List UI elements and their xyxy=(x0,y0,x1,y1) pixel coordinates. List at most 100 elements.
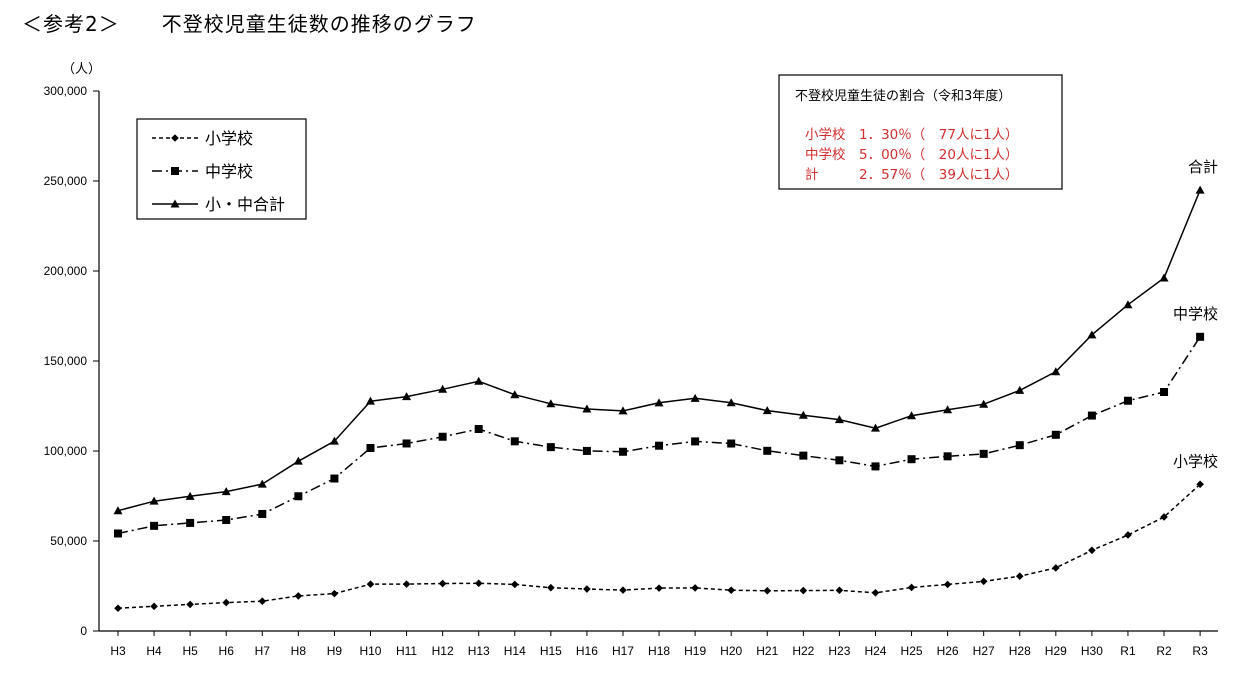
point-elementary xyxy=(979,577,988,586)
point-total xyxy=(762,406,772,415)
series-elementary xyxy=(114,480,1204,613)
point-elementary xyxy=(1196,480,1204,489)
point-junior-high xyxy=(402,439,411,448)
point-elementary xyxy=(1052,564,1060,572)
info-box: 不登校児童生徒の割合（令和3年度） 小学校 1．30％（ 77人に1人） 中学校… xyxy=(778,74,1063,190)
point-total xyxy=(907,411,917,420)
point-total xyxy=(1051,367,1061,376)
point-junior-high xyxy=(618,447,627,456)
point-elementary xyxy=(1124,531,1132,539)
point-elementary xyxy=(402,580,411,588)
point-junior-high xyxy=(1160,388,1169,397)
point-elementary xyxy=(1088,546,1096,555)
point-total xyxy=(654,398,664,407)
point-junior-high xyxy=(1196,332,1205,341)
x-tick-label: H13 xyxy=(468,644,490,658)
point-elementary xyxy=(943,580,952,589)
point-junior-high xyxy=(546,443,555,452)
point-elementary xyxy=(438,579,447,588)
end-label-elementary: 小学校 xyxy=(1173,452,1218,470)
legend-marker-total xyxy=(170,199,180,208)
legend-label-junior-high: 中学校 xyxy=(205,162,253,181)
point-elementary xyxy=(510,580,519,589)
point-elementary xyxy=(150,602,158,611)
point-total xyxy=(834,415,844,424)
point-elementary xyxy=(727,586,735,595)
x-tick-label: H15 xyxy=(540,644,562,658)
point-total xyxy=(510,390,520,399)
point-elementary xyxy=(655,584,663,592)
point-junior-high xyxy=(1051,430,1060,439)
point-total xyxy=(1015,385,1025,394)
x-tick-label: H10 xyxy=(359,644,381,658)
point-total xyxy=(149,496,159,505)
point-junior-high xyxy=(294,492,303,501)
point-junior-high xyxy=(474,425,483,434)
point-junior-high xyxy=(582,446,591,455)
point-total xyxy=(582,404,592,413)
end-label-total: 合計 xyxy=(1188,158,1218,176)
point-elementary xyxy=(1015,572,1024,580)
y-tick-label: 200,000 xyxy=(44,264,88,278)
point-elementary xyxy=(222,598,231,607)
point-elementary xyxy=(547,583,555,592)
x-tick-label: H25 xyxy=(901,644,923,658)
point-junior-high xyxy=(1087,411,1096,420)
point-elementary xyxy=(619,586,627,594)
info-row-junior-high: 中学校 5．00％（ 20人に1人） xyxy=(805,146,1019,163)
x-tick-label: R3 xyxy=(1192,644,1208,658)
point-total xyxy=(546,399,556,408)
x-tick-label: H20 xyxy=(720,644,742,658)
point-total xyxy=(1195,185,1205,194)
point-junior-high xyxy=(1123,396,1132,405)
info-box-title: 不登校児童生徒の割合（令和3年度） xyxy=(795,88,1011,104)
point-total xyxy=(221,487,231,496)
series-group xyxy=(113,185,1205,613)
point-total xyxy=(293,456,303,465)
y-axis-unit: （人） xyxy=(62,62,101,77)
x-tick-label: H28 xyxy=(1009,644,1031,658)
point-total xyxy=(1123,300,1133,309)
x-tick-label: H12 xyxy=(432,644,454,658)
point-junior-high xyxy=(222,516,231,525)
legend-box xyxy=(136,118,307,220)
point-total xyxy=(474,376,484,385)
x-tick-label: H4 xyxy=(146,644,162,658)
legend-label-total: 小・中合計 xyxy=(205,195,285,214)
x-tick-label: H17 xyxy=(612,644,634,658)
page-title: ＜参考2＞ 不登校児童生徒数の推移のグラフ xyxy=(22,12,477,36)
point-total xyxy=(1087,330,1097,339)
point-elementary xyxy=(366,580,375,588)
x-tick-label: H7 xyxy=(255,644,271,658)
point-junior-high xyxy=(835,456,844,465)
end-label-junior-high: 中学校 xyxy=(1173,305,1218,323)
x-tick-label: H23 xyxy=(828,644,850,658)
y-tick-label: 300,000 xyxy=(44,84,88,98)
point-junior-high xyxy=(510,437,519,446)
y-tick-label: 250,000 xyxy=(44,174,88,188)
point-total xyxy=(329,436,339,445)
y-ticks: 0 50,000 100,000 150,000 200,000 250,000 300,0… xyxy=(44,84,99,638)
point-elementary xyxy=(474,579,483,588)
point-junior-high xyxy=(330,474,339,483)
point-elementary xyxy=(258,597,267,605)
point-total xyxy=(402,392,412,401)
point-junior-high xyxy=(799,451,808,460)
info-row-total: 計 2．57％（ 39人に1人） xyxy=(805,167,1019,183)
series-end-labels: 小学校 中学校 合計 xyxy=(1173,158,1218,470)
info-box-frame xyxy=(778,74,1063,190)
point-elementary xyxy=(114,604,122,613)
x-tick-label: H24 xyxy=(864,644,886,658)
x-ticks: H3 H4 H5 H6 H7 H8 H9 H10 H11 H12 H13 H14 H15 H16 H17 H1… xyxy=(110,631,1208,658)
x-tick-label: H9 xyxy=(327,644,343,658)
x-tick-label: H14 xyxy=(504,644,526,658)
y-tick-label: 50,000 xyxy=(50,534,87,548)
point-total xyxy=(870,423,880,432)
series-line-total xyxy=(117,189,1201,512)
point-elementary xyxy=(186,600,194,609)
point-elementary xyxy=(330,589,339,598)
point-junior-high xyxy=(763,446,772,455)
point-junior-high xyxy=(1015,441,1024,450)
y-tick-label: 100,000 xyxy=(44,444,88,458)
